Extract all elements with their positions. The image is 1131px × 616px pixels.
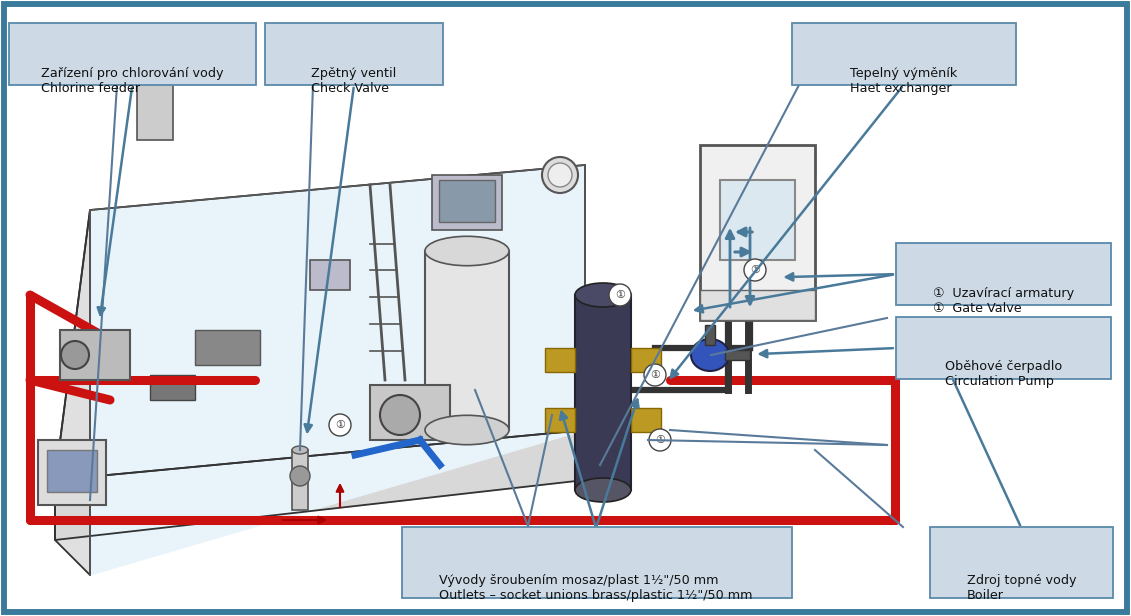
Bar <box>425 251 509 430</box>
Circle shape <box>644 364 666 386</box>
Circle shape <box>649 429 671 451</box>
Text: ①: ① <box>615 290 625 300</box>
Circle shape <box>549 163 572 187</box>
Circle shape <box>290 466 310 486</box>
Text: ①: ① <box>750 265 760 275</box>
Circle shape <box>744 259 766 281</box>
Text: Zdroj topné vody
Boiler: Zdroj topné vody Boiler <box>967 574 1076 602</box>
Bar <box>310 260 349 290</box>
Bar <box>896 243 1111 305</box>
Bar <box>631 348 661 372</box>
Text: ①  Uzavírací armatury
①  Gate Valve: ① Uzavírací armatury ① Gate Valve <box>933 286 1073 315</box>
Text: ①: ① <box>335 420 345 430</box>
Ellipse shape <box>575 283 631 307</box>
Ellipse shape <box>425 415 509 445</box>
Bar <box>137 60 173 140</box>
Bar <box>896 317 1111 379</box>
Circle shape <box>542 157 578 193</box>
Bar <box>292 450 308 510</box>
Bar <box>195 330 260 365</box>
Bar <box>150 375 195 400</box>
Ellipse shape <box>575 478 631 502</box>
Bar <box>631 408 661 432</box>
Ellipse shape <box>292 446 308 454</box>
Bar <box>792 23 1016 85</box>
Circle shape <box>329 414 351 436</box>
Polygon shape <box>55 430 585 540</box>
Text: ①: ① <box>655 435 665 445</box>
Bar <box>705 325 715 345</box>
Bar <box>545 348 575 372</box>
Bar <box>930 527 1113 598</box>
Circle shape <box>608 284 631 306</box>
Polygon shape <box>90 165 585 575</box>
Bar <box>725 350 750 360</box>
Text: Zařízení pro chlorování vody
Chlorine feeder: Zařízení pro chlorování vody Chlorine fe… <box>41 67 224 95</box>
Ellipse shape <box>425 237 509 265</box>
Text: Vývody šroubením mosaz/plast 1½"/50 mm
Outlets – socket unions brass/plastic 1½": Vývody šroubením mosaz/plast 1½"/50 mm O… <box>439 574 753 602</box>
Text: Tepelný výměník
Haet exchanger: Tepelný výměník Haet exchanger <box>851 67 957 95</box>
Bar <box>545 408 575 432</box>
Bar <box>720 180 795 260</box>
Bar <box>38 440 106 505</box>
Text: Oběhové čerpadlo
Circulation Pump: Oběhové čerpadlo Circulation Pump <box>944 360 1062 388</box>
Bar <box>9 23 256 85</box>
Bar <box>700 290 815 320</box>
Bar <box>432 175 502 230</box>
Ellipse shape <box>61 341 89 369</box>
Bar <box>575 295 631 490</box>
Bar <box>48 450 97 492</box>
Bar <box>370 385 450 440</box>
Bar <box>265 23 443 85</box>
Bar <box>60 330 130 380</box>
Text: ①: ① <box>650 370 661 380</box>
Ellipse shape <box>691 339 729 371</box>
Bar <box>439 180 495 222</box>
Text: Zpětný ventil
Check Valve: Zpětný ventil Check Valve <box>311 67 397 95</box>
Ellipse shape <box>380 395 420 435</box>
Ellipse shape <box>137 51 173 69</box>
Polygon shape <box>55 165 585 480</box>
Bar <box>402 527 792 598</box>
Bar <box>700 145 815 320</box>
Polygon shape <box>55 210 90 575</box>
